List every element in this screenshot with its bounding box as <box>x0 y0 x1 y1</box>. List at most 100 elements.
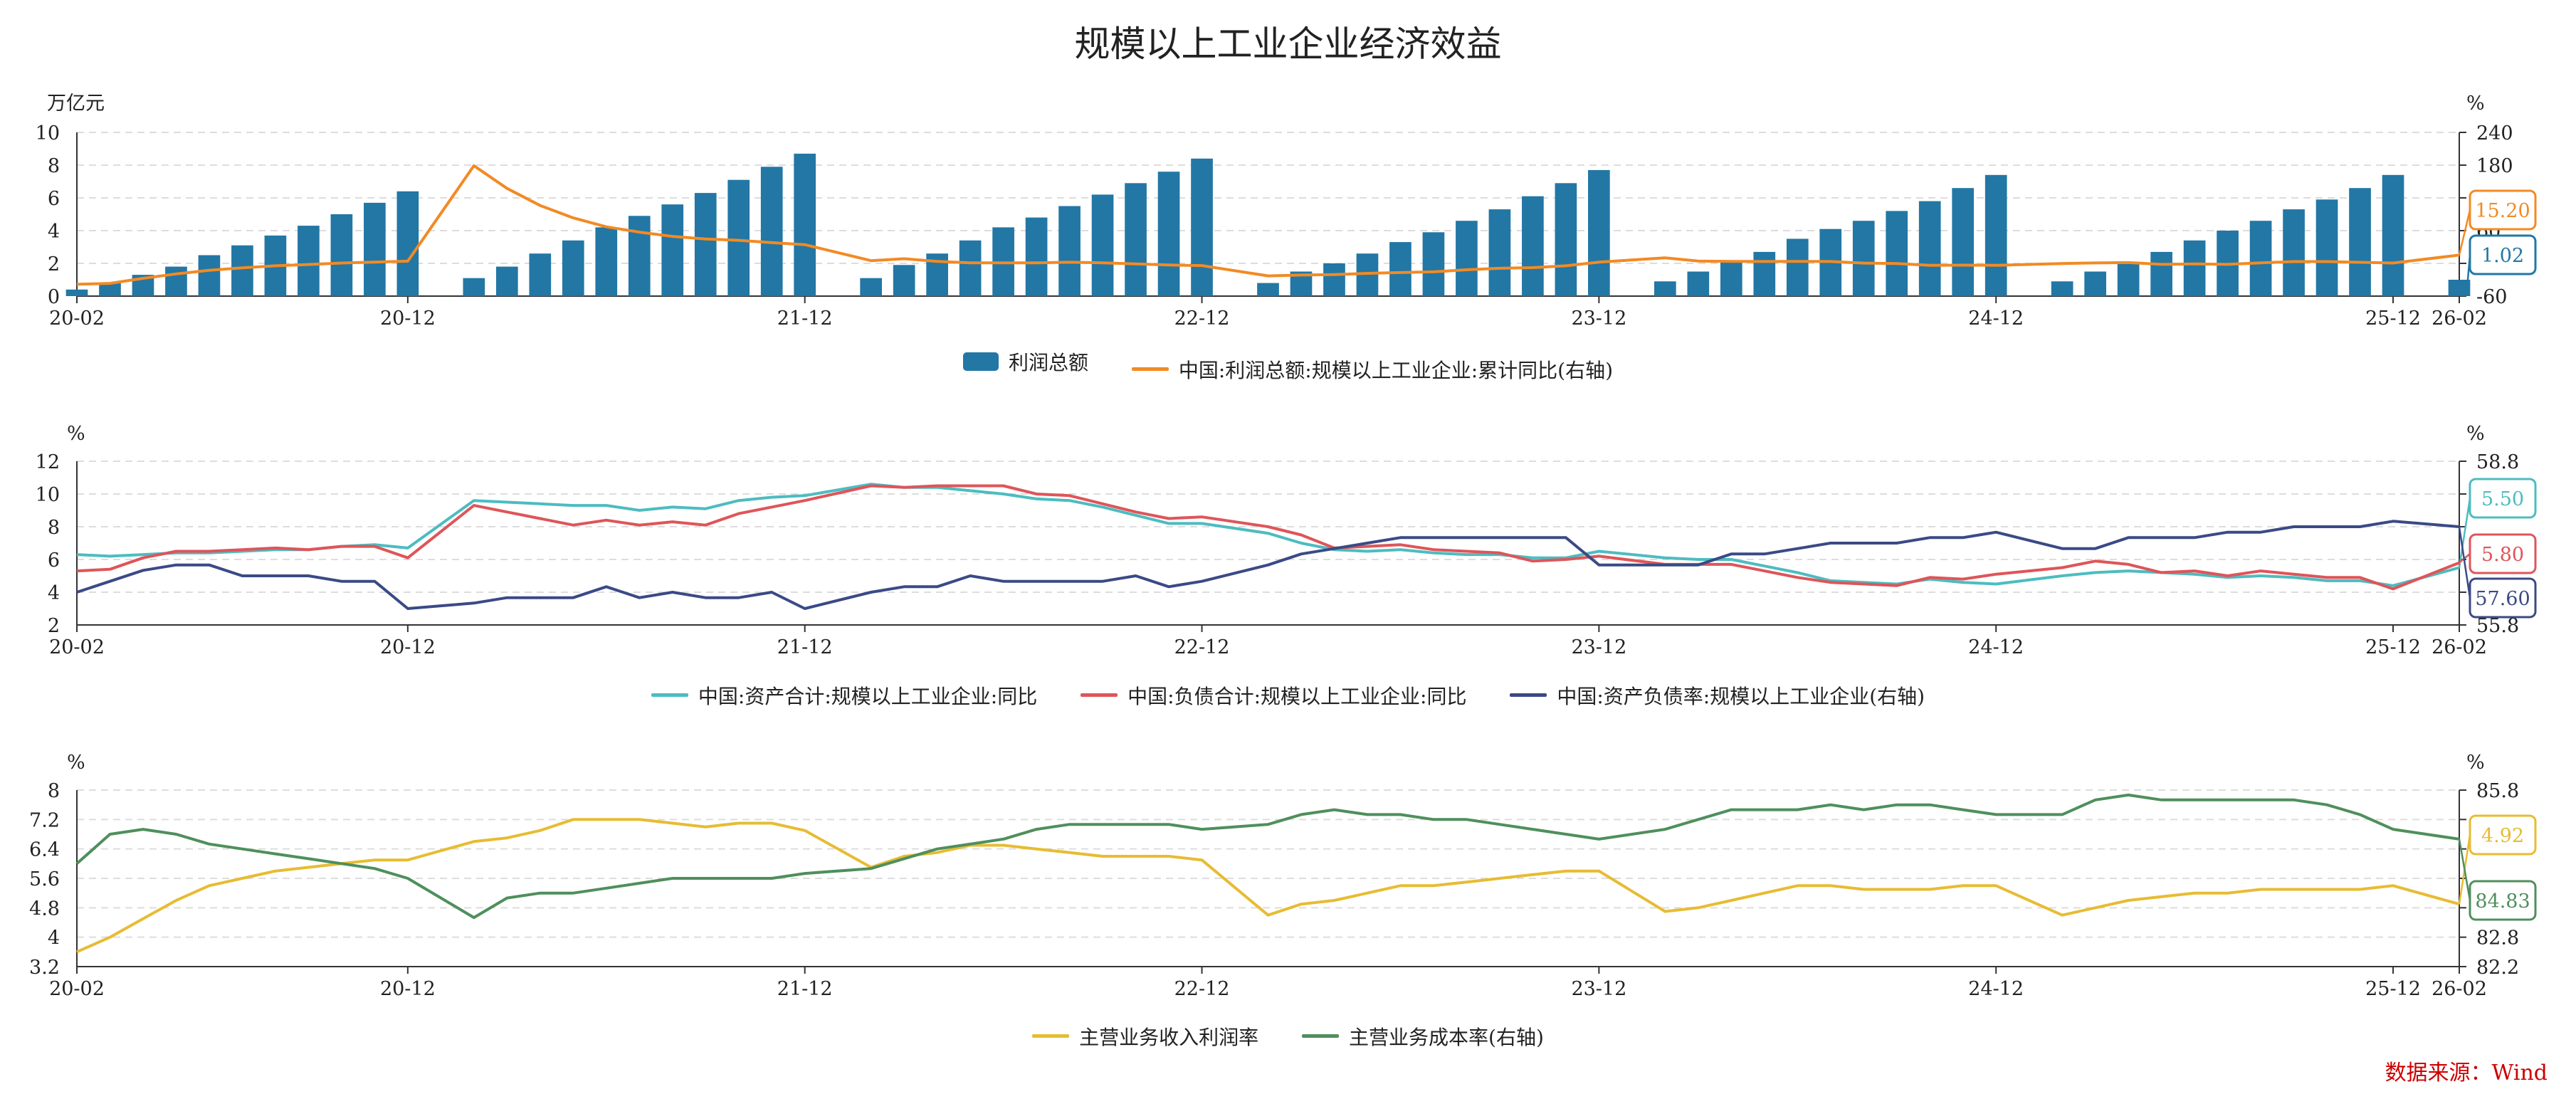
legend-item-profit-yoy[interactable]: 中国:利润总额:规模以上工业企业:累计同比(右轴) <box>1131 355 1614 384</box>
p2-callout-value-1: 5.50 <box>2481 488 2524 510</box>
profit-bar <box>595 227 618 296</box>
p2-right-unit: % <box>2466 423 2485 445</box>
p2-y-tick-label: 4 <box>48 582 60 604</box>
profit-bar <box>794 153 816 296</box>
p3-y-tick-label: 5.6 <box>29 868 60 890</box>
p3-callout-value-2: 84.83 <box>2475 890 2530 913</box>
legend-label-assets: 中国:资产合计:规模以上工业企业:同比 <box>698 684 1038 708</box>
legend-label-profit: 利润总额 <box>1008 351 1088 374</box>
profit-bar <box>1422 232 1445 296</box>
p1-x-tick-label: 24-12 <box>1968 307 2024 330</box>
legend-item-margin[interactable]: 主营业务收入利润率 <box>1032 1022 1258 1051</box>
p3-x-tick-label: 23-12 <box>1571 978 1626 1000</box>
profit-bar <box>2315 199 2338 296</box>
profit-bar <box>1588 169 1610 296</box>
p3-x-tick-label: 22-12 <box>1174 978 1230 1000</box>
profit-bar <box>1157 172 1180 296</box>
p1-y-tick-label: 6 <box>48 188 60 210</box>
profit-bar <box>1025 217 1048 296</box>
legend-swatch-margin <box>1032 1034 1070 1038</box>
legend-item-assets[interactable]: 中国:资产合计:规模以上工业企业:同比 <box>651 681 1037 710</box>
profit-bar <box>529 253 552 296</box>
p1-right-unit: % <box>2466 93 2485 115</box>
profit-bar <box>1522 196 1544 296</box>
p2-left-unit: % <box>67 423 85 445</box>
p1-callout-box-2 <box>2469 189 2537 231</box>
p3-callout-box-2 <box>2469 880 2537 921</box>
p2-callout-leader-1 <box>2458 498 2471 568</box>
p2-callout-box-2 <box>2469 533 2537 574</box>
p1-y2-tick-label: 240 <box>2476 122 2513 144</box>
p3-x-tick-label: 26-02 <box>2432 978 2487 1000</box>
profit-bar <box>1555 183 1577 296</box>
p3-series-line-1 <box>76 818 2460 954</box>
p2-series-line-1 <box>76 483 2460 587</box>
legend-item-cost-rate[interactable]: 主营业务成本率(右轴) <box>1302 1022 1544 1051</box>
p1-x-tick-label: 23-12 <box>1571 307 1626 330</box>
profit-bar <box>628 216 651 296</box>
p2-x-tick-label: 24-12 <box>1968 636 2024 658</box>
profit-bar <box>65 289 88 296</box>
p1-x-tick-label: 26-02 <box>2432 307 2487 330</box>
profit-bar <box>562 240 584 296</box>
p3-y-tick-label: 6.4 <box>29 839 60 861</box>
profit-bar <box>330 214 353 296</box>
legend-item-debt-ratio[interactable]: 中国:资产负债率:规模以上工业企业(右轴) <box>1510 681 1925 710</box>
p2-y2-tick-label: 55.8 <box>2476 615 2519 637</box>
profit-bar <box>959 240 982 296</box>
profit-bar <box>165 266 187 296</box>
profit-bar <box>727 179 750 296</box>
profit-bar <box>860 278 883 296</box>
p3-left-unit: % <box>67 752 85 774</box>
p3-series-line-2 <box>75 793 2460 920</box>
profit-bar <box>1091 194 1114 296</box>
p2-x-tick-label: 20-12 <box>380 636 436 658</box>
legend-panel-1: 利润总额 中国:利润总额:规模以上工业企业:累计同比(右轴) <box>0 347 2576 384</box>
profit-bar <box>298 226 320 296</box>
p2-series-line-2 <box>76 484 2460 591</box>
p2-x-tick-label: 25-12 <box>2365 636 2421 658</box>
profit-bar <box>1687 271 1710 296</box>
p1-x-tick-label: 22-12 <box>1174 307 1230 330</box>
p2-x-tick-label: 21-12 <box>777 636 833 658</box>
p2-y-tick-label: 6 <box>48 550 60 572</box>
legend-label-profit-yoy: 中国:利润总额:规模以上工业企业:累计同比(右轴) <box>1178 358 1614 382</box>
p1-y-tick-label: 0 <box>48 286 60 308</box>
profit-bar <box>2117 261 2140 296</box>
profit-bar <box>1952 188 1975 296</box>
p3-y2-tick-label: 85.8 <box>2476 780 2519 802</box>
legend-swatch-debt-ratio <box>1510 693 1547 697</box>
profit-bar <box>1456 221 1478 296</box>
profit-bar <box>661 204 684 296</box>
p3-y-tick-label: 7.2 <box>29 809 60 831</box>
p1-x-tick-label: 25-12 <box>2365 307 2421 330</box>
p3-y-tick-label: 4 <box>48 927 60 950</box>
p1-y-tick-label: 4 <box>48 221 60 243</box>
legend-label-liabilities: 中国:负债合计:规模以上工业企业:同比 <box>1127 684 1467 708</box>
data-source-note: 数据来源：Wind <box>2385 1061 2548 1085</box>
profit-bar <box>2382 174 2404 296</box>
p3-x-tick-label: 25-12 <box>2365 978 2421 1000</box>
chart-title: 规模以上工业企业经济效益 <box>1074 23 1502 65</box>
p3-y-tick-label: 4.8 <box>29 898 60 920</box>
p1-x-tick-label: 20-02 <box>49 307 105 330</box>
p2-y2-tick-label: 58.8 <box>2476 451 2519 473</box>
profit-bar <box>2183 240 2206 296</box>
legend-label-cost-rate: 主营业务成本率(右轴) <box>1349 1025 1544 1049</box>
profit-bar <box>694 193 717 296</box>
profit-bar <box>1257 283 1279 296</box>
profit-bar <box>1654 281 1676 296</box>
p3-x-tick-label: 20-12 <box>380 978 436 1000</box>
legend-label-debt-ratio: 中国:资产负债率:规模以上工业企业(右轴) <box>1557 684 1925 708</box>
p2-y-tick-label: 8 <box>48 517 60 539</box>
p3-x-tick-label: 21-12 <box>777 978 833 1000</box>
legend-item-liabilities[interactable]: 中国:负债合计:规模以上工业企业:同比 <box>1081 681 1466 710</box>
p2-x-tick-label: 23-12 <box>1571 636 1626 658</box>
profit-bar <box>1720 261 1742 296</box>
profit-bar <box>1323 263 1345 296</box>
legend-item-profit[interactable]: 利润总额 <box>962 347 1088 376</box>
legend-swatch-assets <box>651 693 688 697</box>
profit-bar <box>495 266 518 296</box>
profit-bar <box>1191 158 1213 296</box>
profit-bar <box>2448 280 2471 296</box>
